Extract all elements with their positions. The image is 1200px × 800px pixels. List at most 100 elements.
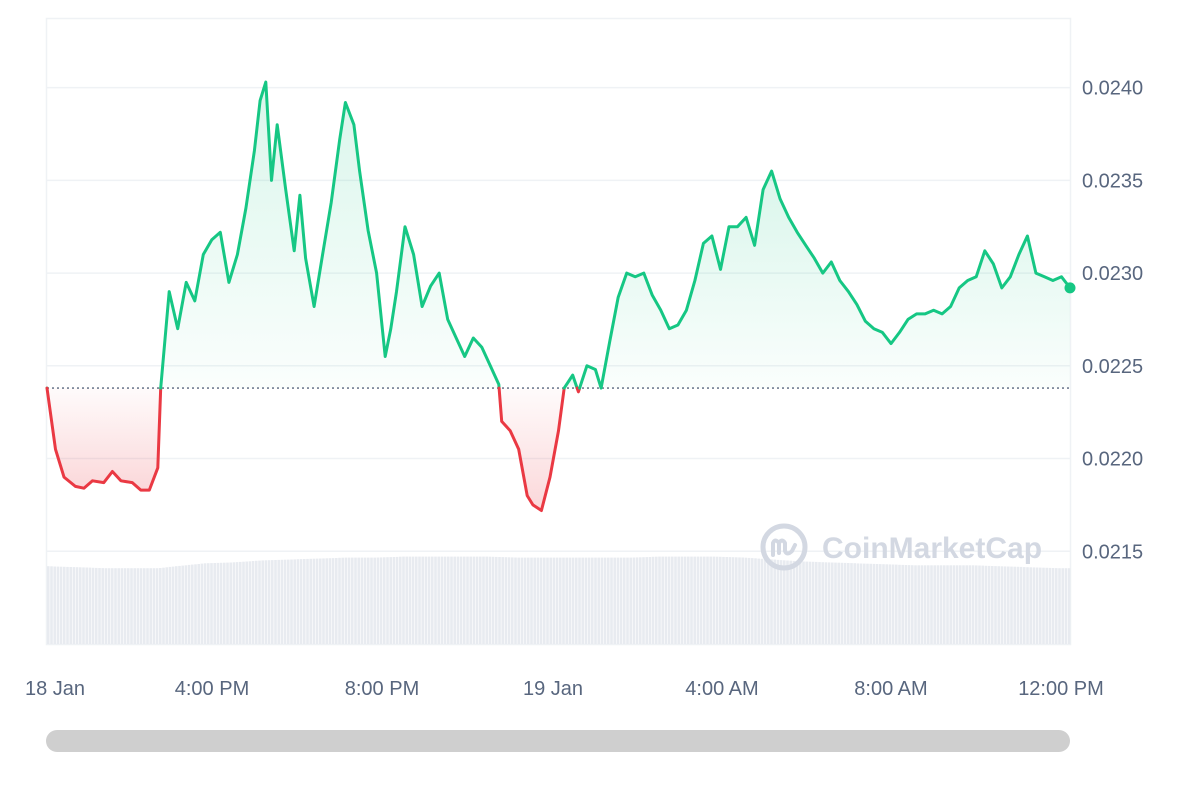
volume-bar	[1010, 566, 1013, 644]
volume-bar	[389, 557, 392, 644]
volume-bar	[251, 561, 255, 644]
volume-bar	[767, 559, 770, 644]
volume-bar	[866, 563, 869, 644]
volume-bar	[821, 562, 824, 644]
volume-bar	[200, 563, 204, 644]
volume-bar	[379, 557, 383, 644]
volume-bar	[72, 567, 76, 644]
volume-bar	[1061, 568, 1064, 644]
watermark-text: CoinMarketCap	[822, 532, 1042, 565]
price-line-down	[497, 386, 566, 512]
volume-bar	[587, 557, 591, 644]
volume-bar	[1016, 566, 1020, 644]
volume-bar	[991, 566, 994, 644]
volume-bar	[191, 564, 194, 644]
volume-bar	[971, 565, 975, 644]
volume-bar	[309, 558, 312, 644]
volume-bar	[440, 556, 444, 644]
volume-bar	[773, 559, 776, 644]
volume-bar	[760, 558, 764, 644]
volume-bar	[911, 565, 914, 644]
volume-bar	[533, 557, 536, 644]
volume-bar	[392, 557, 396, 644]
x-tick-label: 4:00 AM	[685, 678, 758, 700]
volume-bar	[811, 561, 815, 644]
coinmarketcap-logo-icon	[760, 523, 808, 571]
volume-bar	[514, 557, 517, 644]
volume-bar	[664, 556, 668, 644]
volume-bar	[239, 561, 242, 644]
volume-bar	[703, 556, 706, 644]
y-tick-label: 0.0225	[1082, 356, 1143, 378]
volume-bar	[786, 560, 789, 644]
volume-bar	[258, 560, 261, 644]
volume-bar	[648, 557, 652, 644]
volume-bar	[357, 557, 360, 644]
volume-bar	[360, 557, 364, 644]
volume-bar	[437, 556, 440, 644]
volume-bar	[367, 557, 370, 644]
volume-bar	[968, 565, 972, 644]
volume-bar	[895, 564, 898, 644]
volume-bar	[1003, 566, 1007, 644]
y-tick-label: 0.0240	[1082, 78, 1143, 100]
volume-bar	[914, 565, 917, 644]
volume-bar	[869, 563, 872, 644]
volume-bar	[197, 564, 200, 644]
volume-bar	[859, 563, 863, 644]
volume-bar	[936, 565, 940, 644]
volume-bar	[95, 567, 98, 644]
volume-bar	[885, 564, 888, 644]
volume-bar	[981, 565, 984, 644]
volume-bar	[66, 566, 69, 644]
volume-bar	[155, 568, 159, 644]
volume-bar	[997, 566, 1000, 644]
volume-bar	[607, 557, 610, 644]
volume-bar	[114, 568, 117, 644]
volume-bar	[399, 556, 402, 644]
volume-bar	[901, 564, 904, 644]
volume-bar	[453, 556, 456, 644]
volume-bar	[1039, 567, 1042, 644]
volume-bar	[303, 559, 306, 644]
volume-bar	[1042, 567, 1045, 644]
volume-bar	[271, 560, 274, 644]
volume-bar	[891, 564, 895, 644]
volume-bar	[1007, 566, 1010, 644]
volume-bar	[498, 557, 501, 644]
volume-bar	[1023, 567, 1026, 644]
volume-bar	[507, 557, 511, 644]
volume-bar	[101, 568, 104, 644]
volume-bar	[818, 562, 821, 644]
volume-bar	[792, 560, 796, 644]
volume-bar	[549, 557, 552, 644]
volume-bar	[795, 561, 799, 644]
volume-bar	[431, 556, 434, 644]
volume-bar	[274, 560, 277, 644]
volume-bar	[571, 557, 575, 644]
chart-range-scrollbar[interactable]	[46, 730, 1070, 752]
volume-bar	[920, 565, 924, 644]
volume-bar	[706, 556, 709, 644]
volume-bar	[127, 568, 130, 644]
volume-bar	[677, 556, 680, 644]
volume-bar	[331, 558, 335, 644]
volume-bar	[853, 563, 856, 644]
volume-bar	[645, 557, 648, 644]
volume-bar	[904, 565, 908, 644]
volume-bar	[805, 561, 808, 644]
volume-bar	[290, 559, 293, 644]
volume-bar	[213, 563, 216, 644]
volume-bar	[840, 562, 844, 644]
area-fill	[47, 82, 1070, 511]
volume-bar	[674, 556, 677, 644]
volume-bar	[143, 568, 146, 644]
volume-bar	[344, 557, 348, 644]
volume-bar	[232, 562, 236, 644]
volume-bar	[949, 565, 952, 644]
volume-bar	[223, 562, 226, 644]
volume-bar	[335, 558, 338, 644]
volume-bar	[408, 556, 412, 644]
volume-bar	[277, 559, 280, 644]
